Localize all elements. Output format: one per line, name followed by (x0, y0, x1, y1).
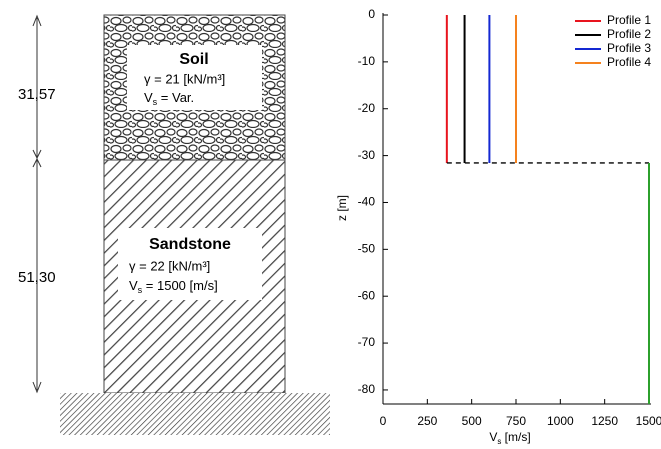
legend-label: Profile 4 (607, 55, 651, 69)
x-tick-label: 0 (380, 414, 387, 428)
y-tick-label: -30 (358, 148, 376, 162)
y-tick-label: -60 (358, 288, 376, 302)
x-tick-label: 500 (462, 414, 482, 428)
bedrock-ground (60, 393, 330, 435)
x-tick-label: 1250 (591, 414, 618, 428)
symbol: V (144, 90, 153, 105)
symbol: V (129, 278, 138, 293)
subscript: s (497, 437, 501, 446)
legend-label: Profile 3 (607, 41, 651, 55)
velocity-value: = 1500 [m/s] (142, 278, 218, 293)
layer-name: Soil (179, 51, 208, 68)
x-tick-label: 1000 (547, 414, 574, 428)
y-tick-label: -40 (358, 195, 376, 209)
layer-name: Sandstone (149, 236, 231, 253)
thickness-label: 31,57 (18, 86, 56, 103)
label-box (127, 45, 262, 110)
thickness-label: 51,30 (18, 269, 56, 286)
subscript: s (138, 285, 143, 295)
x-tick-label: 1500 (636, 414, 661, 428)
velocity-value: = Var. (157, 90, 194, 105)
x-tick-label: 250 (417, 414, 437, 428)
layer-velocity: Vs = 1500 [m/s] (129, 278, 218, 295)
layer-unit-weight: γ = 21 [kN/m³] (144, 71, 225, 86)
subscript: s (153, 97, 158, 107)
legend-label: Profile 2 (607, 27, 651, 41)
x-tick-label: 750 (506, 414, 526, 428)
unit: [m/s] (501, 430, 530, 444)
y-tick-label: -50 (358, 242, 376, 256)
y-tick-label: -20 (358, 101, 376, 115)
layer-unit-weight: γ = 22 [kN/m³] (129, 258, 210, 273)
y-tick-label: -70 (358, 335, 376, 349)
legend-label: Profile 1 (607, 13, 651, 27)
layer-velocity: Vs = Var. (144, 90, 194, 107)
y-tick-label: -80 (358, 382, 376, 396)
y-axis-label: z [m] (335, 195, 349, 221)
x-axis-label: Vs [m/s] (489, 430, 530, 446)
label-box (118, 228, 262, 300)
dimension-arrows (32, 14, 42, 394)
y-tick-label: 0 (368, 7, 375, 21)
soil-column-diagram: 31,57 51,30 Soil γ = 21 [kN/m³] Vs = Var… (18, 14, 330, 435)
y-tick-label: -10 (358, 54, 376, 68)
symbol: V (489, 430, 497, 444)
